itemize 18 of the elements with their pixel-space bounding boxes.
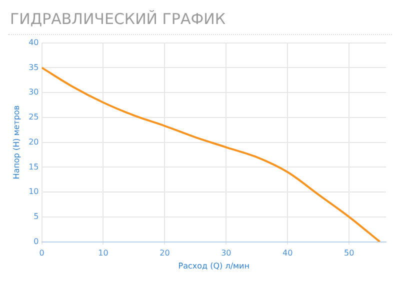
x-tick-label: 50 (344, 248, 354, 258)
x-tick-label: 10 (98, 248, 108, 258)
y-tick-label: 0 (34, 236, 39, 246)
x-tick-label: 40 (282, 248, 293, 258)
x-axis-title: Расход (Q) л/мин (178, 261, 250, 270)
x-tick-label: 30 (221, 248, 232, 258)
chart-title: ГИДРАВЛИЧЕСКИЙ ГРАФИК (8, 8, 392, 35)
x-tick-label: 20 (160, 248, 170, 258)
y-tick-label: 30 (28, 88, 39, 97)
y-tick-label: 15 (28, 162, 39, 172)
y-tick-label: 20 (28, 137, 39, 146)
y-axis-title: Напор (Н) метров (12, 105, 21, 180)
y-tick-label: 10 (28, 187, 39, 196)
y-tick-label: 35 (28, 62, 39, 72)
y-tick-label: 5 (34, 212, 39, 222)
line-series (42, 66, 381, 242)
y-tick-label: 40 (28, 38, 39, 47)
y-tick-label: 25 (28, 112, 39, 122)
